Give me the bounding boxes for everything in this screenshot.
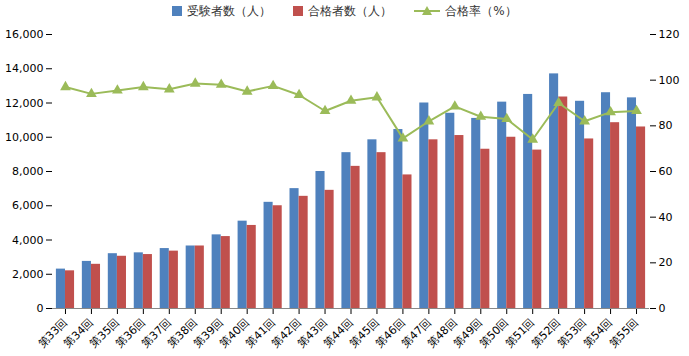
svg-text:20: 20: [659, 256, 673, 269]
svg-text:第54回: 第54回: [580, 315, 616, 351]
svg-text:第55回: 第55回: [606, 316, 641, 351]
html-text:合格者数（人）: 合格者数（人）: [308, 3, 393, 18]
html-text:合格率（%）: 合格率（%）: [445, 3, 517, 18]
html-text:受験者数（人）: 受験者数（人）: [187, 3, 272, 18]
svg-text:0: 0: [37, 302, 44, 315]
svg-text:第42回: 第42回: [269, 315, 304, 351]
svg-text:40: 40: [659, 211, 673, 224]
svg-text:第41回: 第41回: [243, 315, 278, 351]
svg-text:6,000: 6,000: [12, 199, 44, 212]
svg-text:第33回: 第33回: [35, 315, 71, 351]
svg-text:第37回: 第37回: [139, 315, 174, 351]
svg-text:第40回: 第40回: [217, 315, 252, 351]
svg-text:第50回: 第50回: [476, 315, 512, 351]
svg-text:第52回: 第52回: [528, 315, 564, 351]
svg-text:16,000: 16,000: [5, 28, 44, 41]
svg-text:第34回: 第34回: [61, 315, 96, 351]
svg-text:第45回: 第45回: [346, 315, 382, 351]
svg-text:第43回: 第43回: [295, 315, 330, 351]
svg-text:60: 60: [659, 165, 673, 178]
svg-text:10,000: 10,000: [5, 131, 44, 144]
svg-text:第38回: 第38回: [165, 315, 200, 351]
svg-text:100: 100: [659, 74, 680, 87]
svg-text:80: 80: [659, 119, 673, 132]
svg-text:4,000: 4,000: [12, 234, 44, 247]
svg-text:0: 0: [659, 302, 666, 315]
svg-text:第35回: 第35回: [87, 315, 122, 351]
svg-text:第46回: 第46回: [372, 315, 408, 351]
svg-text:2,000: 2,000: [12, 268, 44, 281]
svg-text:第36回: 第36回: [113, 315, 148, 351]
svg-text:第48回: 第48回: [424, 315, 460, 351]
svg-text:120: 120: [659, 28, 680, 41]
svg-text:第47回: 第47回: [398, 315, 434, 351]
svg-text:14,000: 14,000: [5, 62, 44, 75]
svg-text:12,000: 12,000: [5, 97, 44, 110]
svg-text:第49回: 第49回: [450, 315, 486, 351]
svg-text:第44回: 第44回: [321, 315, 356, 351]
svg-text:8,000: 8,000: [12, 165, 44, 178]
svg-text:第53回: 第53回: [554, 315, 590, 351]
svg-text:第39回: 第39回: [191, 315, 226, 351]
svg-text:第51回: 第51回: [502, 315, 538, 351]
